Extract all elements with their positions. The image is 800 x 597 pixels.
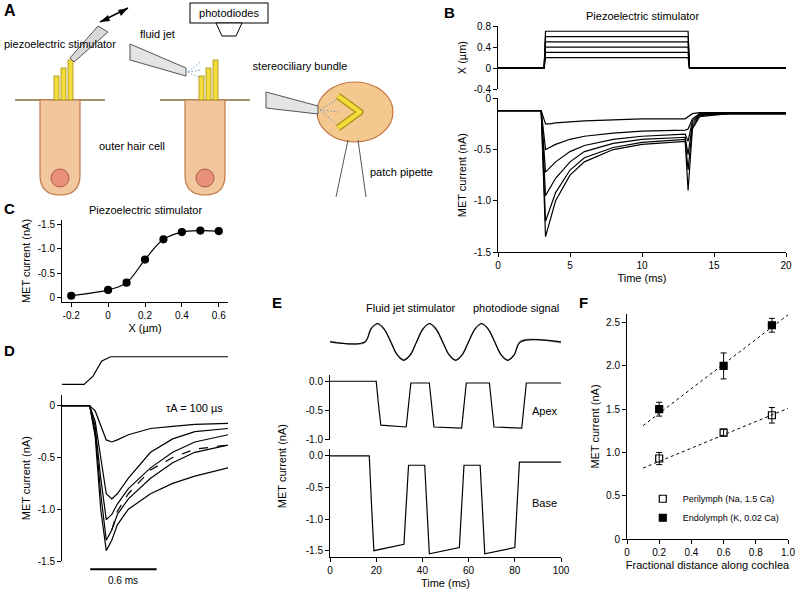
svg-text:5: 5 [567, 260, 573, 271]
svg-text:-0.4: -0.4 [474, 84, 492, 95]
svg-text:0: 0 [624, 547, 630, 558]
svg-text:piezoelectric stimulator: piezoelectric stimulator [4, 38, 116, 50]
svg-text:X (µm): X (µm) [128, 322, 161, 334]
svg-text:-0.5: -0.5 [306, 482, 324, 493]
svg-text:MET current (nA): MET current (nA) [589, 384, 601, 468]
svg-text:-1.0: -1.0 [474, 195, 492, 206]
svg-text:Piezoelectric stimulator: Piezoelectric stimulator [586, 10, 699, 22]
svg-text:Time (ms): Time (ms) [421, 577, 470, 589]
svg-text:Endolymph (K, 0.02 Ca): Endolymph (K, 0.02 Ca) [683, 513, 779, 523]
svg-text:0: 0 [485, 93, 491, 104]
svg-text:0.4: 0.4 [175, 310, 189, 321]
svg-text:-0.5: -0.5 [38, 268, 56, 279]
svg-text:0: 0 [495, 260, 501, 271]
svg-text:-0.5: -0.5 [306, 405, 324, 416]
svg-text:100: 100 [553, 565, 570, 576]
svg-text:0.2: 0.2 [138, 310, 152, 321]
svg-text:0.5: 0.5 [606, 490, 620, 501]
svg-text:0.6: 0.6 [212, 310, 226, 321]
svg-text:Apex: Apex [532, 405, 558, 417]
svg-text:0.8: 0.8 [749, 547, 763, 558]
svg-text:15: 15 [708, 260, 720, 271]
svg-text:stereociliary bundle: stereociliary bundle [253, 60, 348, 72]
svg-text:0.2: 0.2 [652, 547, 666, 558]
svg-text:0.6: 0.6 [717, 547, 731, 558]
svg-text:-1.5: -1.5 [38, 219, 56, 230]
svg-text:A: A [4, 2, 16, 19]
svg-text:-0.5: -0.5 [38, 452, 56, 463]
svg-text:Perilymph (Na, 1.5 Ca): Perilymph (Na, 1.5 Ca) [683, 494, 775, 504]
svg-text:photodiodes: photodiodes [199, 7, 259, 19]
svg-text:Base: Base [532, 497, 557, 509]
svg-text:0.8: 0.8 [477, 21, 491, 32]
svg-text:80: 80 [509, 565, 521, 576]
svg-text:0: 0 [49, 292, 55, 303]
svg-text:MET current (nA): MET current (nA) [20, 219, 32, 303]
svg-text:-1.5: -1.5 [306, 545, 324, 556]
svg-text:2.0: 2.0 [606, 360, 620, 371]
svg-text:-1.0: -1.0 [306, 514, 324, 525]
svg-text:-0.2: -0.2 [63, 310, 81, 321]
svg-text:Fractional distance along coch: Fractional distance along cochlea [626, 559, 790, 571]
svg-text:2.5: 2.5 [606, 317, 620, 328]
svg-text:B: B [444, 4, 455, 21]
svg-text:20: 20 [780, 260, 792, 271]
svg-text:outer hair cell: outer hair cell [99, 140, 165, 152]
svg-text:0: 0 [105, 310, 111, 321]
svg-text:photodiode signal: photodiode signal [473, 302, 559, 314]
svg-text:-1.5: -1.5 [474, 247, 492, 258]
svg-text:-1.5: -1.5 [38, 556, 56, 567]
svg-text:0: 0 [614, 534, 620, 545]
svg-text:20: 20 [371, 565, 383, 576]
svg-text:0.4: 0.4 [477, 42, 491, 53]
svg-text:C: C [4, 200, 15, 217]
svg-text:MET current (nA): MET current (nA) [276, 424, 288, 508]
svg-text:E: E [272, 294, 282, 311]
svg-text:0.0: 0.0 [309, 376, 323, 387]
svg-text:X (µm): X (µm) [456, 41, 468, 74]
svg-text:Piezoelectric stimulator: Piezoelectric stimulator [89, 204, 202, 216]
svg-text:0.4: 0.4 [684, 547, 698, 558]
svg-text:MET current (nA): MET current (nA) [20, 436, 32, 520]
svg-text:1.0: 1.0 [606, 447, 620, 458]
svg-text:-1.0: -1.0 [306, 434, 324, 445]
svg-text:60: 60 [463, 565, 475, 576]
svg-text:D: D [4, 342, 15, 359]
svg-text:Time (ms): Time (ms) [617, 272, 666, 284]
svg-text:1.0: 1.0 [781, 547, 795, 558]
svg-text:F: F [579, 294, 588, 311]
svg-text:0: 0 [327, 565, 333, 576]
svg-text:0.6 ms: 0.6 ms [108, 575, 138, 586]
svg-text:1.5: 1.5 [606, 404, 620, 415]
svg-text:0.0: 0.0 [309, 450, 323, 461]
svg-text:patch pipette: patch pipette [370, 166, 433, 178]
svg-text:fluid jet: fluid jet [140, 28, 175, 40]
svg-text:0: 0 [49, 400, 55, 411]
svg-text:MET current (nA): MET current (nA) [456, 133, 468, 217]
svg-text:10: 10 [636, 260, 648, 271]
svg-text:40: 40 [417, 565, 429, 576]
svg-text:τA = 100 µs: τA = 100 µs [166, 402, 223, 414]
svg-text:0: 0 [485, 63, 491, 74]
svg-text:Fluid jet stimulator: Fluid jet stimulator [366, 302, 456, 314]
svg-text:-1.0: -1.0 [38, 504, 56, 515]
svg-text:-0.5: -0.5 [474, 144, 492, 155]
svg-text:-1.0: -1.0 [38, 243, 56, 254]
